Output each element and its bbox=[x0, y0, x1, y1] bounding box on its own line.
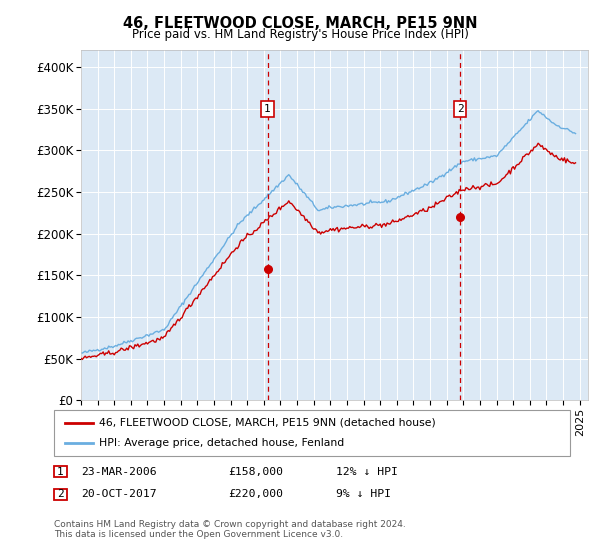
Text: 20-OCT-2017: 20-OCT-2017 bbox=[81, 489, 157, 500]
Text: 1: 1 bbox=[57, 466, 64, 477]
Text: HPI: Average price, detached house, Fenland: HPI: Average price, detached house, Fenl… bbox=[99, 438, 344, 449]
Text: 1: 1 bbox=[264, 104, 271, 114]
Text: £158,000: £158,000 bbox=[228, 466, 283, 477]
Text: 12% ↓ HPI: 12% ↓ HPI bbox=[336, 466, 398, 477]
Text: Contains HM Land Registry data © Crown copyright and database right 2024.
This d: Contains HM Land Registry data © Crown c… bbox=[54, 520, 406, 539]
Text: 46, FLEETWOOD CLOSE, MARCH, PE15 9NN (detached house): 46, FLEETWOOD CLOSE, MARCH, PE15 9NN (de… bbox=[99, 418, 436, 428]
Text: Price paid vs. HM Land Registry's House Price Index (HPI): Price paid vs. HM Land Registry's House … bbox=[131, 28, 469, 41]
Text: £220,000: £220,000 bbox=[228, 489, 283, 500]
Text: 46, FLEETWOOD CLOSE, MARCH, PE15 9NN: 46, FLEETWOOD CLOSE, MARCH, PE15 9NN bbox=[123, 16, 477, 31]
Text: 23-MAR-2006: 23-MAR-2006 bbox=[81, 466, 157, 477]
Text: 2: 2 bbox=[457, 104, 463, 114]
Text: 2: 2 bbox=[57, 489, 64, 500]
Text: 9% ↓ HPI: 9% ↓ HPI bbox=[336, 489, 391, 500]
